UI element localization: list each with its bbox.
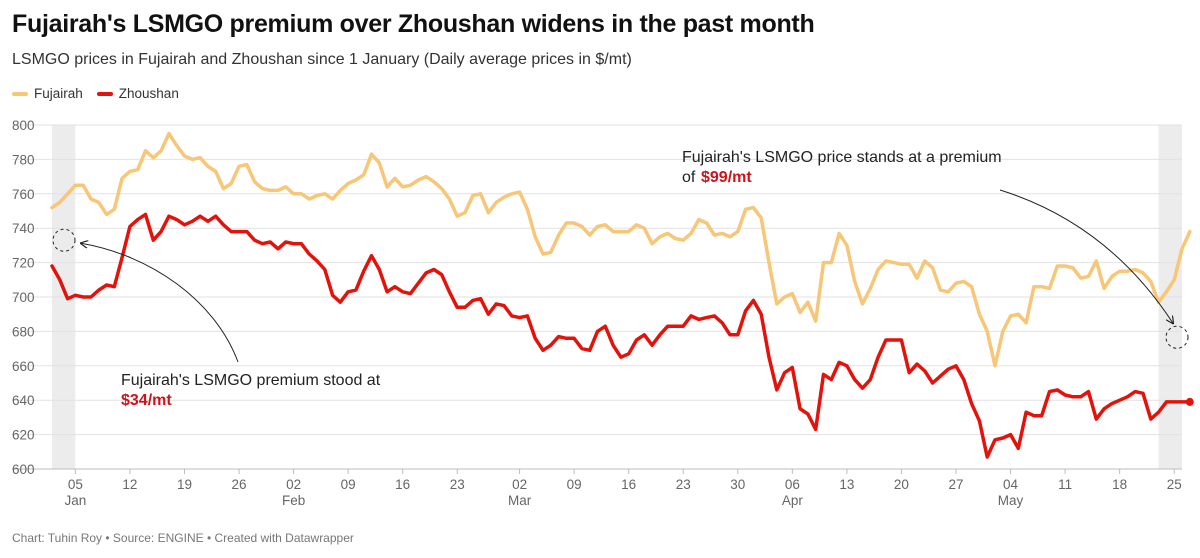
x-tick-month-label: Mar	[508, 493, 532, 508]
x-tick-label: 23	[450, 477, 465, 492]
x-tick-label: 13	[839, 477, 854, 492]
chart-legend: Fujairah Zhoushan	[12, 86, 179, 101]
y-tick-label: 620	[12, 428, 35, 443]
x-tick-label: 02	[286, 477, 301, 492]
y-tick-label: 800	[12, 118, 35, 133]
y-tick-label: 760	[12, 187, 35, 202]
legend-label-fujairah: Fujairah	[34, 86, 83, 101]
x-tick-label: 18	[1112, 477, 1127, 492]
series-line-fujairah	[50, 131, 1192, 368]
chart-subtitle: LSMGO prices in Fujairah and Zhoushan si…	[12, 51, 632, 68]
x-tick-label: 30	[730, 477, 745, 492]
x-tick-label: 23	[676, 477, 691, 492]
x-tick-label: 27	[948, 477, 963, 492]
series-end-dot-zhoushan	[1185, 397, 1194, 406]
annotation-marker-may	[1165, 325, 1189, 349]
x-tick-label: 12	[122, 477, 137, 492]
annotation-marker-jan	[52, 228, 76, 252]
x-tick-month-label: May	[998, 493, 1024, 508]
y-tick-label: 600	[12, 462, 35, 477]
x-tick-label: 20	[894, 477, 909, 492]
y-tick-label: 720	[12, 256, 35, 271]
x-tick-label: 19	[177, 477, 192, 492]
x-tick-label: 16	[621, 477, 636, 492]
y-tick-label: 680	[12, 324, 35, 339]
legend-item-zhoushan: Zhoushan	[96, 86, 179, 101]
x-tick-label: 26	[232, 477, 247, 492]
series-line-zhoushan	[50, 212, 1192, 459]
x-tick-label: 05	[68, 477, 83, 492]
x-tick-label: 06	[785, 477, 800, 492]
legend-swatch-zhoushan	[96, 91, 113, 96]
chart-footer: Chart: Tuhin Roy • Source: ENGINE • Crea…	[12, 531, 354, 545]
x-tick-label: 11	[1058, 477, 1072, 492]
annotation-arrow-jan	[81, 243, 239, 363]
annotation-text-may: Fujairah's LSMGO price stands at a premi…	[682, 149, 1002, 166]
x-tick-month-label: Apr	[782, 493, 804, 508]
y-tick-label: 780	[12, 152, 35, 167]
annotation-text-jan: Fujairah's LSMGO premium stood at	[121, 372, 381, 389]
annotation-prefix-may: of	[682, 169, 696, 186]
annotation-value-may: $99/mt	[701, 169, 752, 186]
x-tick-label: 09	[567, 477, 582, 492]
chart-title: Fujairah's LSMGO premium over Zhoushan w…	[12, 10, 815, 38]
x-tick-label: 25	[1167, 477, 1182, 492]
x-tick-label: 16	[395, 477, 410, 492]
x-tick-label: 02	[512, 477, 527, 492]
y-tick-label: 660	[12, 359, 35, 374]
x-tick-month-label: Jan	[64, 493, 86, 508]
y-tick-label: 700	[12, 290, 35, 305]
annotation-value-jan: $34/mt	[121, 392, 172, 409]
legend-swatch-fujairah	[12, 91, 28, 96]
x-tick-label: 09	[341, 477, 356, 492]
x-tick-label: 04	[1003, 477, 1019, 492]
legend-label-zhoushan: Zhoushan	[118, 86, 179, 101]
annotation-arrow-may	[999, 189, 1173, 323]
legend-item-fujairah: Fujairah	[12, 86, 83, 101]
x-tick-month-label: Feb	[282, 493, 305, 508]
y-tick-label: 640	[12, 393, 35, 408]
y-tick-label: 740	[12, 221, 35, 236]
